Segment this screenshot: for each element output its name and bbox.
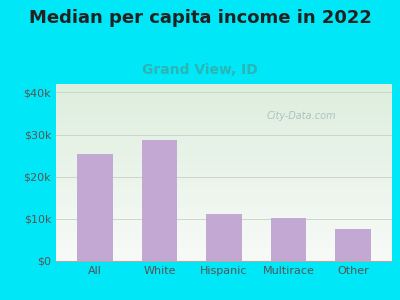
Bar [142, 140, 177, 261]
Bar [77, 154, 112, 261]
Bar [336, 230, 371, 261]
Text: Grand View, ID: Grand View, ID [142, 63, 258, 77]
Bar [271, 218, 306, 261]
Bar [206, 214, 242, 261]
Text: Median per capita income in 2022: Median per capita income in 2022 [28, 9, 372, 27]
Text: City-Data.com: City-Data.com [266, 111, 336, 121]
